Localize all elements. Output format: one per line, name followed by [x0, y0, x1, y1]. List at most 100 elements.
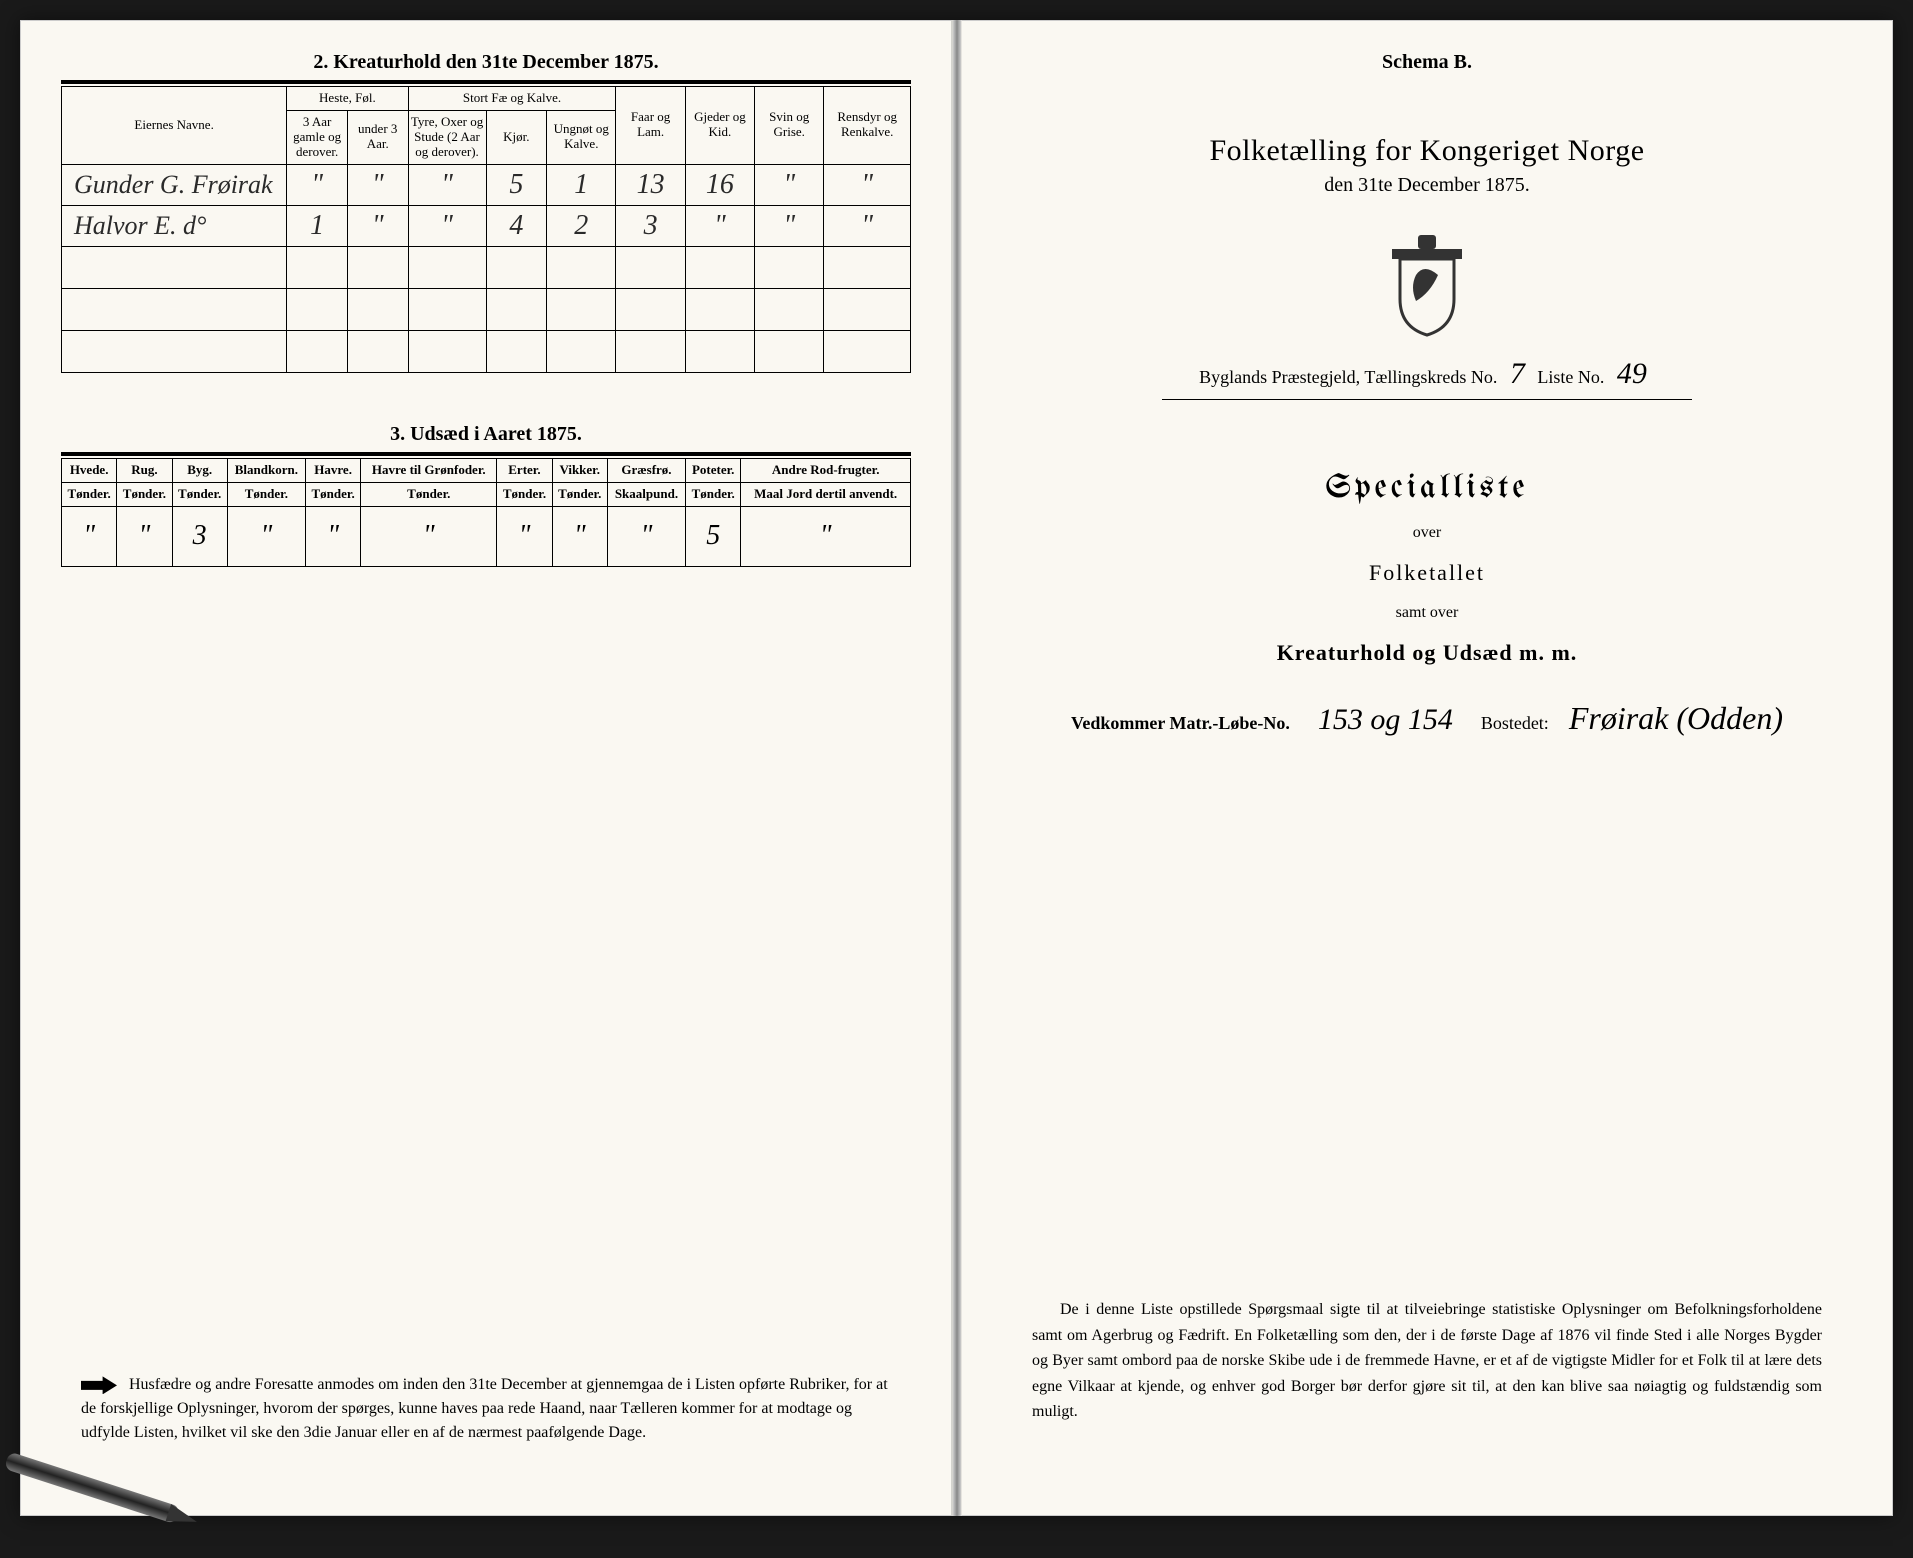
cell: " — [497, 507, 552, 567]
cell: " — [287, 164, 348, 205]
col-cows: Kjør. — [486, 110, 547, 164]
liste-label: Liste No. — [1537, 367, 1604, 387]
crop-col: Rug. — [117, 459, 172, 483]
cell: 1 — [547, 164, 616, 205]
footnote-text: Husfædre og andre Foresatte anmodes om i… — [81, 1376, 888, 1441]
cell: 3 — [616, 205, 685, 246]
kreatur-label: Kreaturhold og Udsæd m. m. — [1002, 640, 1852, 666]
cell: " — [824, 205, 911, 246]
crop-col: Blandkorn. — [227, 459, 305, 483]
livestock-table: Eiernes Navne. Heste, Føl. Stort Fæ og K… — [61, 86, 911, 373]
book-spine — [953, 20, 961, 1516]
crop-col: Græsfrø. — [607, 459, 685, 483]
bostedet-line: Vedkommer Matr.-Løbe-No. 153 og 154 Bost… — [1002, 700, 1852, 737]
cell: 13 — [616, 164, 685, 205]
pointing-hand-icon — [81, 1376, 117, 1394]
cell: 3 — [172, 507, 227, 567]
crop-col: Erter. — [497, 459, 552, 483]
col-reindeer: Rensdyr og Renkalve. — [824, 87, 911, 165]
parish-label: Byglands Præstegjeld, Tællingskreds No. — [1199, 367, 1497, 387]
census-title: Folketælling for Kongeriget Norge — [1002, 134, 1852, 168]
crop-col: Hvede. — [62, 459, 117, 483]
cell: " — [552, 507, 607, 567]
crop-unit: Tønder. — [305, 483, 360, 507]
cell: " — [755, 205, 824, 246]
matr-value: 153 og 154 — [1310, 703, 1461, 737]
cell: " — [741, 507, 911, 567]
section3-title: 3. Udsæd i Aaret 1875. — [61, 423, 911, 446]
instruction-note: Husfædre og andre Foresatte anmodes om i… — [81, 1373, 891, 1445]
cell: " — [227, 507, 305, 567]
cell: 5 — [486, 164, 547, 205]
book-spread: 2. Kreaturhold den 31te December 1875. E… — [20, 20, 1893, 1516]
cell: 1 — [287, 205, 348, 246]
col-horses: Heste, Føl. — [287, 87, 408, 111]
kreds-no: 7 — [1502, 357, 1533, 390]
cell: " — [685, 205, 754, 246]
crop-col: Vikker. — [552, 459, 607, 483]
owner-name: Gunder G. Frøirak — [62, 164, 287, 205]
cell: 2 — [547, 205, 616, 246]
col-horse-young: under 3 Aar. — [347, 110, 408, 164]
folketallet-label: Folketallet — [1002, 560, 1852, 586]
table-row — [62, 289, 911, 331]
col-horse-old: 3 Aar gamle og derover. — [287, 110, 348, 164]
census-date: den 31te December 1875. — [1002, 174, 1852, 197]
cell: " — [607, 507, 685, 567]
table-row — [62, 247, 911, 289]
col-sheep: Faar og Lam. — [616, 87, 685, 165]
crop-col: Havre. — [305, 459, 360, 483]
crop-unit: Tønder. — [227, 483, 305, 507]
specialliste-heading: Specialliste — [1002, 470, 1852, 506]
cell: " — [62, 507, 117, 567]
table-row: Gunder G. Frøirak " " " 5 1 13 16 " " — [62, 164, 911, 205]
crop-col: Poteter. — [686, 459, 741, 483]
col-youngcattle: Ungnøt og Kalve. — [547, 110, 616, 164]
rule — [61, 80, 911, 84]
right-page: Schema B. Folketælling for Kongeriget No… — [961, 20, 1893, 1516]
col-pigs: Svin og Grise. — [755, 87, 824, 165]
crop-unit: Tønder. — [497, 483, 552, 507]
section2-title: 2. Kreaturhold den 31te December 1875. — [61, 51, 911, 74]
cell: " — [755, 164, 824, 205]
crop-unit: Skaalpund. — [607, 483, 685, 507]
cell: " — [408, 164, 486, 205]
parish-line: Byglands Præstegjeld, Tællingskreds No. … — [1002, 357, 1852, 391]
explanatory-paragraph: De i denne Liste opstillede Spørgsmaal s… — [1032, 1297, 1822, 1425]
left-page: 2. Kreaturhold den 31te December 1875. E… — [20, 20, 953, 1516]
owner-name: Halvor E. d° — [62, 205, 287, 246]
cell: 4 — [486, 205, 547, 246]
crop-unit: Tønder. — [361, 483, 497, 507]
crop-unit: Tønder. — [686, 483, 741, 507]
samt-over-label: samt over — [1002, 604, 1852, 622]
table-row — [62, 331, 911, 373]
coat-of-arms-icon — [1382, 227, 1472, 337]
cell: 5 — [686, 507, 741, 567]
table-row: ""3""""""5" — [62, 507, 911, 567]
col-owners: Eiernes Navne. — [62, 87, 287, 165]
crop-col: Havre til Grønfoder. — [361, 459, 497, 483]
cell: " — [347, 205, 408, 246]
bostedet-value: Frøirak (Odden) — [1569, 700, 1783, 737]
cell: 16 — [685, 164, 754, 205]
col-cattle: Stort Fæ og Kalve. — [408, 87, 616, 111]
liste-no: 49 — [1609, 357, 1655, 390]
crop-unit: Maal Jord dertil anvendt. — [741, 483, 911, 507]
bostedet-label: Bostedet: — [1481, 713, 1549, 734]
cell: " — [408, 205, 486, 246]
table-row: Halvor E. d° 1 " " 4 2 3 " " " — [62, 205, 911, 246]
col-bulls: Tyre, Oxer og Stude (2 Aar og derover). — [408, 110, 486, 164]
pen-object — [0, 1432, 225, 1557]
over-label: over — [1002, 524, 1852, 542]
crop-unit: Tønder. — [117, 483, 172, 507]
col-goats: Gjeder og Kid. — [685, 87, 754, 165]
cell: " — [824, 164, 911, 205]
rule — [61, 452, 911, 456]
crop-table: Hvede.Rug.Byg.Blandkorn.Havre.Havre til … — [61, 458, 911, 567]
crop-col: Andre Rod-frugter. — [741, 459, 911, 483]
matr-label: Vedkommer Matr.-Løbe-No. — [1071, 713, 1290, 734]
crop-unit: Tønder. — [552, 483, 607, 507]
cell: " — [117, 507, 172, 567]
schema-label: Schema B. — [1002, 51, 1852, 74]
crop-unit: Tønder. — [172, 483, 227, 507]
